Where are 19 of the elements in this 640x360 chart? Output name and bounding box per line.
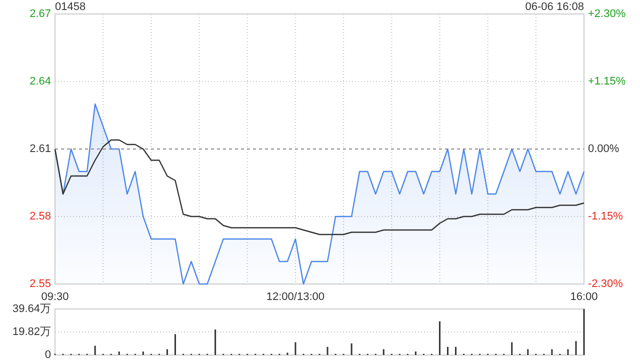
x-tick-label: 16:00 [570,290,598,303]
x-tick-label: 09:30 [41,290,69,303]
y-tick-label: 39.64万 [12,302,51,315]
line-series [54,139,585,236]
text: 06-06 16:08 [525,0,584,13]
y-tick-label: 2.67 [30,8,51,20]
y2-tick-label: -1.15% [588,210,624,222]
y-tick-label: 19.82万 [12,326,51,338]
y-tick-label: 2.58 [30,210,51,222]
y2-tick-label: +2.30% [588,8,626,20]
y-tick-label: 2.61 [30,142,51,155]
y2-tick-label: -2.30% [588,278,624,290]
y-tick-label: 2.64 [30,75,51,88]
y-tick-label: 2.55 [30,278,51,290]
y2-tick-label: 0.00% [588,142,620,155]
y2-tick-label: +1.15% [588,75,626,88]
y-tick-label: 0 [44,348,51,360]
chart-title: 01458 [55,0,86,13]
x-tick-label: 12:00/13:00 [266,290,325,303]
